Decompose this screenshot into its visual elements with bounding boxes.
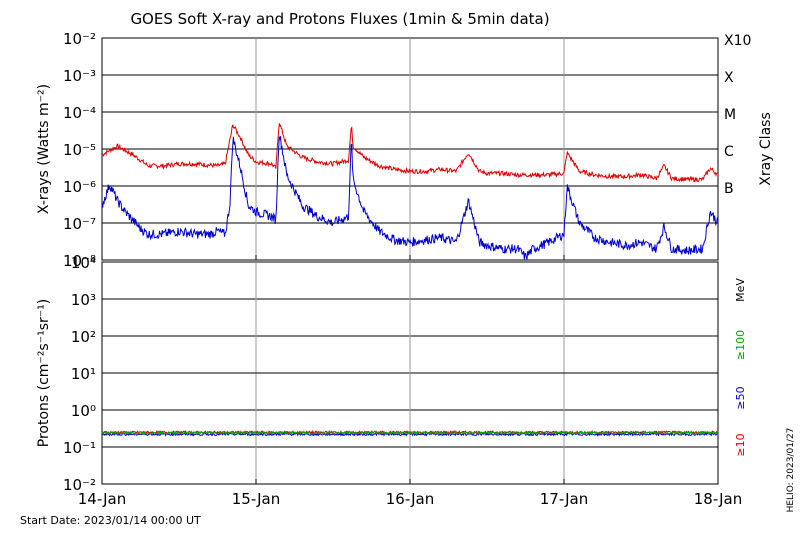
x-tick-label: 15-Jan (232, 490, 280, 508)
xray-class-label: C (724, 144, 734, 160)
xray-panel: 10⁻⁸ 10⁻⁷ 10⁻⁶ 10⁻⁵ 10⁻⁴ 10⁻³ 10⁻² B C M X X10 X-r… (36, 30, 774, 270)
proton-legend-entry: MeV (734, 278, 747, 302)
y-tick-label: 10⁻⁴ (63, 104, 96, 122)
start-date-label: Start Date: 2023/01/14 00:00 UT (20, 514, 201, 527)
y-tick-label: 10⁻² (63, 30, 96, 48)
data-series-line (101, 430, 719, 436)
proton-legend-entry: ≥100 (734, 330, 747, 360)
y-tick-label: 10⁻² (63, 476, 96, 494)
proton-gridlines (101, 262, 719, 484)
y-tick-label: 10⁻¹ (63, 439, 96, 457)
y-tick-label: 10⁻³ (63, 67, 96, 85)
y-tick-label: 10⁰ (71, 402, 96, 420)
data-series-line (101, 123, 719, 183)
data-series-line (101, 429, 719, 435)
xray-class-axis-label: Xray Class (758, 112, 774, 186)
proton-y-axis-label: Protons (cm⁻²s⁻¹sr⁻¹) (36, 299, 52, 448)
xray-gridlines (101, 38, 719, 260)
x-tick-label: 16-Jan (386, 490, 434, 508)
proton-series (101, 429, 719, 437)
xray-y-ticks: 10⁻⁸ 10⁻⁷ 10⁻⁶ 10⁻⁵ 10⁻⁴ 10⁻³ 10⁻² (63, 30, 96, 270)
credit-label: HELIO: 2023/01/27 (786, 428, 796, 513)
x-tick-label: 18-Jan (694, 490, 742, 508)
xray-class-label: X10 (724, 33, 751, 49)
xray-class-labels: B C M X X10 (724, 33, 751, 197)
proton-legend-entry: ≥10 (734, 433, 747, 456)
y-tick-label: 10⁻⁸ (63, 252, 96, 270)
y-tick-label: 10⁻⁶ (63, 178, 96, 196)
proton-energy-legend: MeV ≥100 ≥50 ≥10 (734, 278, 747, 457)
x-tick-label: 14-Jan (78, 490, 126, 508)
y-tick-label: 10¹ (71, 365, 96, 383)
xray-class-label: X (724, 70, 734, 86)
proton-legend-entry: ≥50 (734, 386, 747, 409)
xray-y-axis-label: X-rays (Watts m⁻²) (36, 84, 52, 214)
y-tick-label: 10² (71, 328, 96, 346)
y-tick-label: 10⁴ (71, 254, 96, 272)
xray-series (101, 123, 719, 261)
y-tick-label: 10³ (71, 291, 96, 309)
chart-title: GOES Soft X-ray and Protons Fluxes (1min… (130, 10, 549, 28)
y-tick-label: 10⁻⁵ (63, 141, 96, 159)
xray-class-label: B (724, 181, 734, 197)
data-series-line (101, 136, 719, 261)
xray-class-label: M (724, 107, 736, 123)
proton-y-ticks: 10⁻² 10⁻¹ 10⁰ 10¹ 10² 10³ 10⁴ (63, 254, 96, 494)
proton-panel: 10⁻² 10⁻¹ 10⁰ 10¹ 10² 10³ 10⁴ MeV ≥100 ≥50 ≥10 Pr… (36, 254, 747, 494)
x-tick-label: 17-Jan (540, 490, 588, 508)
y-tick-label: 10⁻⁷ (63, 215, 96, 233)
x-axis-ticks: 14-Jan 15-Jan 16-Jan 17-Jan 18-Jan (78, 490, 742, 508)
